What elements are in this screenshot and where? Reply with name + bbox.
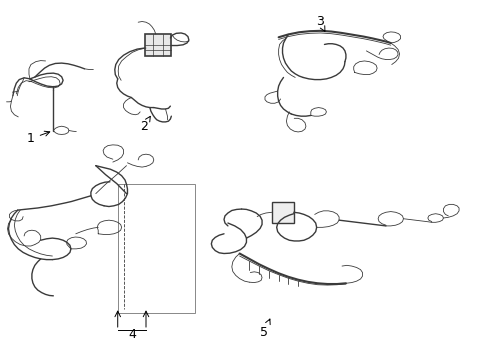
Text: 5: 5: [260, 319, 269, 339]
Text: 1: 1: [27, 131, 50, 145]
Bar: [144, 34, 171, 56]
Bar: [118, 184, 194, 314]
Text: 2: 2: [140, 116, 150, 133]
Text: 4: 4: [128, 328, 136, 341]
Text: 3: 3: [315, 15, 325, 31]
Bar: [271, 202, 293, 223]
